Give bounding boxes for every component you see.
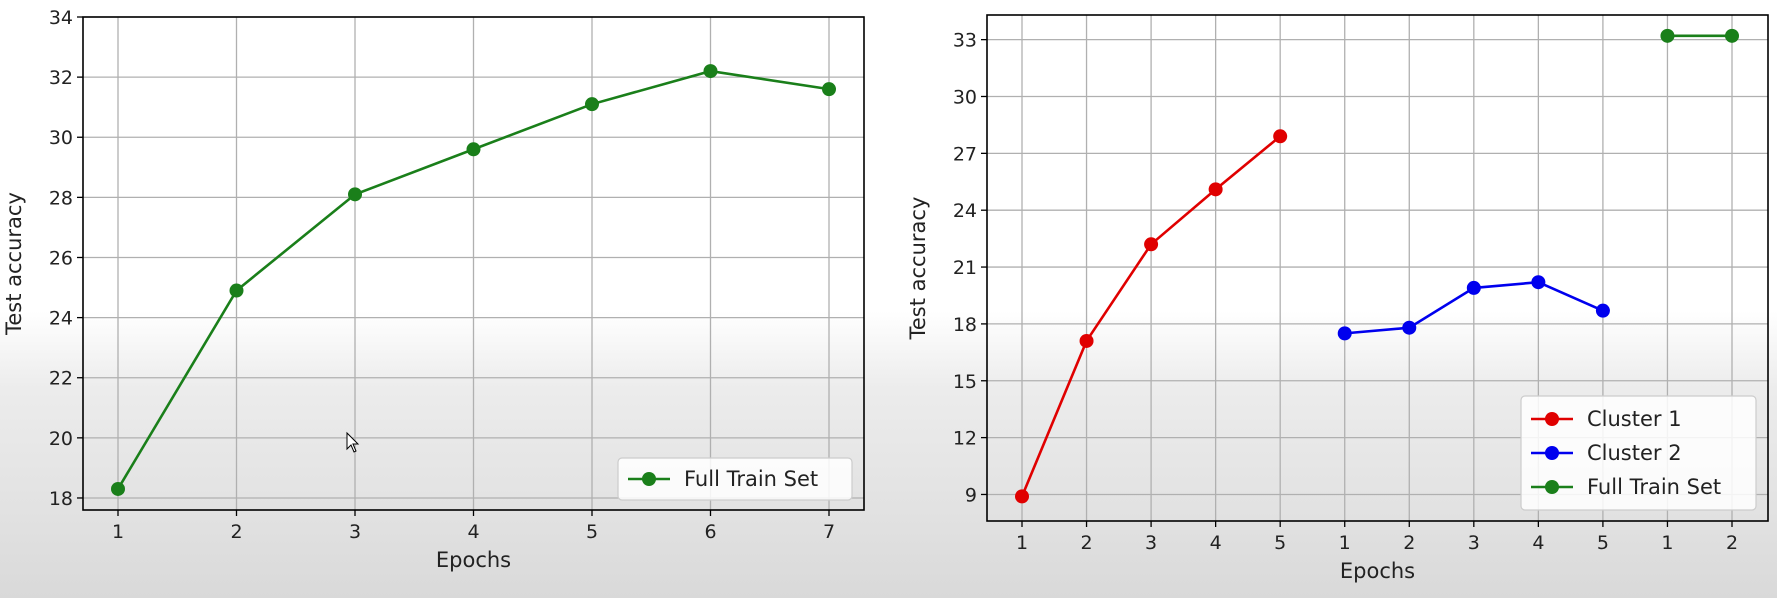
x-tick-label: 6 xyxy=(704,521,716,543)
legend: Full Train Set xyxy=(617,457,853,501)
legend-entry-cluster-2: Cluster 2 xyxy=(1531,441,1682,465)
x-tick-label: 2 xyxy=(1726,532,1738,554)
grid xyxy=(83,16,864,510)
legend: Cluster 1 Cluster 2 Full Train Set xyxy=(1520,395,1757,511)
y-tick-label: 30 xyxy=(953,86,977,108)
x-tick-label: 3 xyxy=(1468,532,1480,554)
y-tick-label: 18 xyxy=(953,314,977,336)
y-tick-label: 33 xyxy=(953,30,977,52)
y-tick-label: 9 xyxy=(965,484,977,506)
legend-box xyxy=(617,457,853,501)
x-tick-label: 4 xyxy=(1210,532,1222,554)
y-tick-label: 21 xyxy=(953,257,977,279)
y-tick-label: 26 xyxy=(49,247,73,269)
x-tick-label: 1 xyxy=(1339,532,1351,554)
data-point xyxy=(1079,333,1094,348)
legend-marker xyxy=(1545,480,1559,494)
legend-box xyxy=(1520,395,1757,511)
data-point xyxy=(1725,28,1739,43)
x-tick-label: 2 xyxy=(230,521,242,543)
series-cluster-1 xyxy=(1015,129,1288,504)
y-tick-label: 28 xyxy=(49,187,73,209)
legend-entry-cluster-1: Cluster 1 xyxy=(1531,407,1682,431)
y-axis-title: Test accuracy xyxy=(2,192,26,336)
y-tick-label: 20 xyxy=(49,428,73,450)
x-tick-label: 1 xyxy=(112,521,124,543)
y-tick-label: 34 xyxy=(49,7,73,29)
data-point xyxy=(111,481,125,496)
plot-frame xyxy=(986,14,1769,522)
x-tick-label: 2 xyxy=(1403,532,1415,554)
series-full-train-set xyxy=(1660,28,1739,43)
x-axis-title: Epochs xyxy=(436,548,511,572)
data-point xyxy=(348,187,362,202)
legend-label: Full Train Set xyxy=(684,467,818,491)
data-point xyxy=(822,82,836,97)
data-point xyxy=(1402,320,1417,335)
legend-marker xyxy=(642,472,656,486)
y-axis-title: Test accuracy xyxy=(906,197,930,341)
legend-marker xyxy=(1545,412,1559,426)
data-point xyxy=(1273,129,1288,144)
y-tick-label: 32 xyxy=(49,67,73,89)
data-point xyxy=(1660,28,1675,43)
x-tick-label: 4 xyxy=(467,521,479,543)
legend-label: Full Train Set xyxy=(1587,475,1721,499)
data-point xyxy=(229,283,244,298)
legend-entry-full-train-set: Full Train Set xyxy=(628,467,818,491)
data-point xyxy=(1015,489,1029,504)
legend-label: Cluster 2 xyxy=(1587,441,1682,465)
y-tick-label: 12 xyxy=(953,428,977,450)
series-full-train-set xyxy=(111,64,836,496)
x-axis-title: Epochs xyxy=(1340,559,1415,583)
mouse-cursor xyxy=(346,431,360,453)
y-tick-label: 18 xyxy=(49,488,73,510)
series-cluster-2 xyxy=(1337,275,1610,341)
x-tick-label: 7 xyxy=(823,521,835,543)
legend-entry-full-train-set: Full Train Set xyxy=(1531,475,1721,499)
data-point xyxy=(585,97,599,112)
data-point xyxy=(1144,237,1159,252)
x-tick-label: 5 xyxy=(586,521,598,543)
y-tick-label: 24 xyxy=(49,308,73,330)
data-point xyxy=(1595,303,1610,318)
x-tick-label: 3 xyxy=(349,521,361,543)
x-tick-label: 2 xyxy=(1080,532,1092,554)
data-point xyxy=(703,64,718,79)
legend-marker xyxy=(1545,446,1559,460)
y-tick-label: 22 xyxy=(49,368,73,390)
x-tick-label: 1 xyxy=(1661,532,1673,554)
data-point xyxy=(1337,326,1352,341)
x-tick-label: 1 xyxy=(1016,532,1028,554)
y-tick-label: 24 xyxy=(953,200,977,222)
y-tick-label: 27 xyxy=(953,143,977,165)
y-tick-label: 15 xyxy=(953,371,977,393)
data-point xyxy=(1531,275,1546,290)
grid xyxy=(987,15,1768,521)
data-point xyxy=(466,142,481,157)
x-tick-label: 4 xyxy=(1532,532,1544,554)
x-tick-label: 5 xyxy=(1274,532,1286,554)
x-tick-label: 3 xyxy=(1145,532,1157,554)
legend-label: Cluster 1 xyxy=(1587,407,1682,431)
x-tick-label: 5 xyxy=(1597,532,1609,554)
data-point xyxy=(1208,182,1223,197)
data-point xyxy=(1466,280,1481,295)
plot-frame xyxy=(82,16,865,511)
y-tick-label: 30 xyxy=(49,127,73,149)
chart-right: 1 2 3 4 5 1 2 3 4 5 1 291215182124273033EpochsTest … xyxy=(906,14,1769,583)
